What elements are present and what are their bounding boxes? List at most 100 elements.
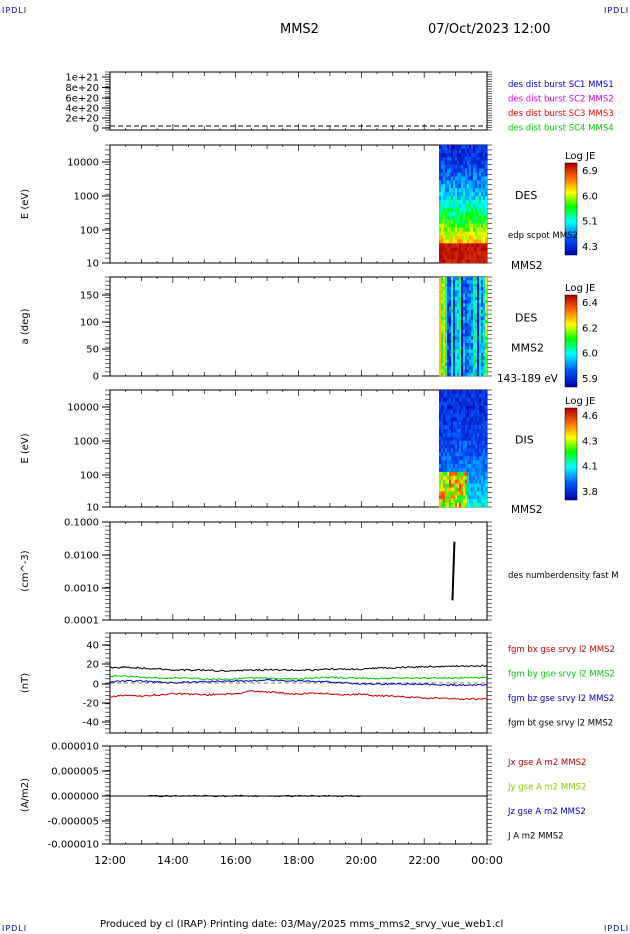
p4-pixel — [469, 444, 472, 449]
p3-pixel — [481, 290, 484, 294]
p4-pixel — [465, 421, 468, 426]
p4-pixel — [445, 471, 448, 477]
p4-pixel — [455, 464, 458, 469]
p2-pixel — [485, 184, 488, 189]
p2-pixel — [479, 239, 482, 244]
p3-pixel — [451, 343, 454, 347]
p2-pixel — [475, 164, 478, 169]
p3-pixel — [467, 283, 470, 288]
p3-pixel — [469, 316, 472, 321]
p4-pixel — [445, 425, 448, 430]
p3-pixel — [479, 286, 482, 291]
p3-pixel — [479, 346, 482, 350]
p3-pixel — [459, 313, 462, 317]
p3-pixel — [455, 300, 458, 304]
p3-pixel — [461, 329, 464, 334]
p3-pixel — [459, 293, 462, 298]
p4-pixel — [455, 491, 458, 496]
p3-pixel — [483, 290, 486, 294]
p2-pixel — [465, 223, 468, 228]
p4-pixel — [477, 436, 480, 441]
p3-pixel — [475, 300, 478, 304]
p3-pixel — [473, 296, 476, 301]
p5-ytick-label: 0.1000 — [64, 518, 99, 529]
p3-pixel — [461, 352, 464, 357]
p2-pixel — [471, 215, 474, 221]
p2-pixel — [443, 227, 446, 232]
p2-pixel — [485, 243, 488, 248]
p4-pixel — [473, 409, 476, 414]
p3-pixel — [473, 280, 476, 284]
p3-pixel — [441, 303, 444, 307]
p2-pixel — [475, 204, 478, 209]
p2-pixel — [439, 247, 442, 252]
p3-pixel — [439, 280, 442, 284]
p3-pixel — [441, 306, 444, 311]
p4-pixel — [479, 479, 482, 484]
p3-pixel — [461, 323, 464, 327]
p3-pixel — [473, 326, 476, 331]
p4-ytick-label: 100 — [80, 471, 99, 482]
p2-pixel — [447, 215, 450, 221]
p4-pixel — [473, 464, 476, 469]
p3-pixel — [481, 280, 484, 284]
p3-pixel — [473, 362, 476, 367]
p4-pixel — [485, 460, 488, 465]
p4-pixel — [469, 432, 472, 438]
p3-pixel — [439, 277, 442, 281]
p3-pixel — [465, 336, 468, 340]
p2-pixel — [453, 176, 456, 181]
p2-pixel — [483, 247, 486, 252]
p3-pixel — [455, 286, 458, 291]
p3-pixel — [473, 336, 476, 340]
p2-pixel — [469, 255, 472, 260]
p4-pixel — [451, 436, 454, 441]
p3-pixel — [449, 329, 452, 334]
p4-pixel — [443, 393, 446, 399]
p3-pixel — [483, 286, 486, 291]
p4-pixel — [449, 495, 452, 500]
p4-pixel — [471, 448, 474, 453]
p2-pixel — [471, 172, 474, 177]
p2-pixel — [469, 215, 472, 221]
p3-pixel — [477, 306, 480, 311]
p2-pixel — [465, 211, 468, 217]
p3-pixel — [485, 293, 488, 298]
p3-pixel — [467, 310, 470, 314]
p4-pixel — [481, 401, 484, 406]
p4-pixel — [451, 409, 454, 414]
p2-pixel — [453, 172, 456, 177]
p3-pixel — [469, 303, 472, 307]
p3-pixel — [453, 323, 456, 327]
p2-pixel — [447, 156, 450, 162]
p2-pixel — [481, 176, 484, 181]
p2-pixel — [461, 180, 464, 185]
p4-pixel — [459, 421, 462, 426]
p4-pixel — [441, 393, 444, 399]
p4-pixel — [457, 436, 460, 441]
p4-pixel — [483, 479, 486, 484]
p2-pixel — [467, 180, 470, 185]
p2-pixel — [451, 168, 454, 173]
p2-pixel — [481, 168, 484, 173]
p3-pixel — [449, 306, 452, 311]
p2-pixel — [439, 168, 442, 173]
p2-pixel — [447, 243, 450, 248]
p2-pixel — [467, 211, 470, 217]
p4-pixel — [481, 432, 484, 438]
p3-pixel — [473, 286, 476, 291]
p4-pixel — [467, 393, 470, 399]
p2-pixel — [461, 148, 464, 154]
p4-pixel — [445, 397, 448, 402]
p2-pixel — [445, 184, 448, 189]
p3-pixel — [459, 329, 462, 334]
p2-pixel — [457, 243, 460, 248]
p3-pixel — [483, 343, 486, 347]
p4-pixel — [447, 483, 450, 488]
p2-pixel — [455, 152, 458, 158]
p4-pixel — [447, 460, 450, 465]
p3-pixel — [453, 316, 456, 321]
p2-pixel — [461, 164, 464, 169]
p3-pixel — [441, 333, 444, 337]
p3-pixel — [469, 339, 472, 344]
